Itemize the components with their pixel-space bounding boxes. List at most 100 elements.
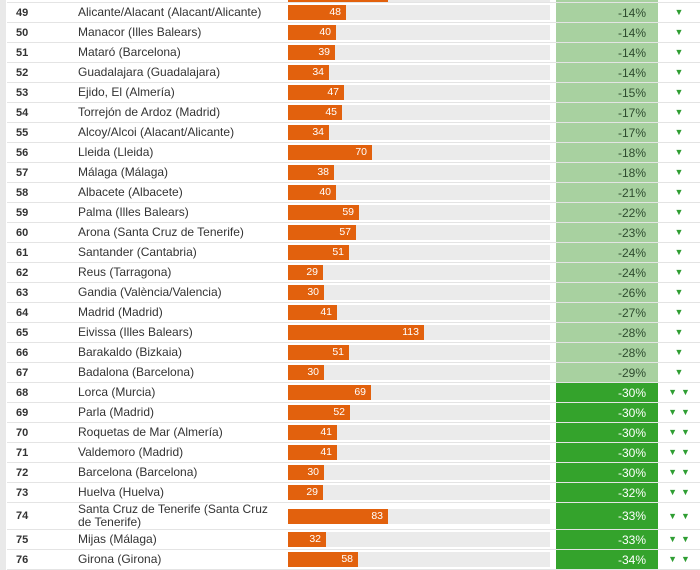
bar-track: 32 bbox=[288, 532, 550, 547]
bar-track: 34 bbox=[288, 65, 550, 80]
value-bar: 47 bbox=[288, 85, 344, 100]
rank-label: 64 bbox=[16, 306, 29, 319]
down-arrow-icon: ▼ bbox=[681, 427, 690, 437]
table-row: 72 Barcelona (Barcelona) 30 -30% ▼ ▼ bbox=[7, 463, 700, 483]
bar-track: 113 bbox=[288, 325, 550, 340]
bar-value-label: 41 bbox=[320, 426, 332, 438]
table-row: 74 Santa Cruz de Tenerife (Santa Cruz de… bbox=[7, 503, 700, 530]
value-bar: 30 bbox=[288, 365, 324, 380]
bar-track: 45 bbox=[288, 105, 550, 120]
trend-arrows: ▼ bbox=[658, 363, 700, 382]
pct-change-cell: -26% bbox=[556, 283, 658, 302]
down-arrow-icon: ▼ bbox=[674, 127, 684, 137]
bar-value-label: 34 bbox=[312, 126, 324, 138]
city-name: Eivissa (Illes Balears) bbox=[78, 325, 193, 339]
trend-arrows: ▼ bbox=[658, 103, 700, 122]
city-name: Barakaldo (Bizkaia) bbox=[78, 345, 183, 359]
bar-track: 40 bbox=[288, 25, 550, 40]
table-row: 60 Arona (Santa Cruz de Tenerife) 57 -23… bbox=[7, 223, 700, 243]
trend-arrows: ▼ ▼ bbox=[658, 530, 700, 549]
table-row: 69 Parla (Madrid) 52 -30% ▼ ▼ bbox=[7, 403, 700, 423]
bar-value-label: 29 bbox=[306, 486, 318, 498]
bar-track: 29 bbox=[288, 485, 550, 500]
value-bar: 57 bbox=[288, 225, 356, 240]
bar-track: 40 bbox=[288, 185, 550, 200]
pct-change-cell: -17% bbox=[556, 123, 658, 142]
rank-label: 55 bbox=[16, 126, 29, 139]
table-row: 71 Valdemoro (Madrid) 41 -30% ▼ ▼ bbox=[7, 443, 700, 463]
city-ranking-table: 49 Alicante/Alacant (Alacant/Alicante) 4… bbox=[7, 0, 700, 570]
table-rows-container: 49 Alicante/Alacant (Alacant/Alicante) 4… bbox=[7, 3, 700, 570]
bar-value-label: 57 bbox=[339, 226, 351, 238]
bar-track: 30 bbox=[288, 365, 550, 380]
bar-track: 57 bbox=[288, 225, 550, 240]
value-bar: 70 bbox=[288, 145, 372, 160]
pct-change-cell: -23% bbox=[556, 223, 658, 242]
pct-change-cell: -32% bbox=[556, 483, 658, 502]
bar-track: 58 bbox=[288, 552, 550, 567]
pct-change-cell: -14% bbox=[556, 3, 658, 22]
city-name: Santander (Cantabria) bbox=[78, 245, 197, 259]
table-row: 64 Madrid (Madrid) 41 -27% ▼ bbox=[7, 303, 700, 323]
bar-track: 52 bbox=[288, 405, 550, 420]
bar-track: 38 bbox=[288, 165, 550, 180]
rank-label: 59 bbox=[16, 206, 29, 219]
value-bar: 59 bbox=[288, 205, 359, 220]
trend-arrows: ▼ bbox=[658, 63, 700, 82]
rank-label: 52 bbox=[16, 66, 29, 79]
table-row: 63 Gandia (València/Valencia) 30 -26% ▼ bbox=[7, 283, 700, 303]
rank-label: 70 bbox=[16, 426, 29, 439]
bar-value-label: 38 bbox=[317, 166, 329, 178]
table-row: 54 Torrejón de Ardoz (Madrid) 45 -17% ▼ bbox=[7, 103, 700, 123]
city-name: Parla (Madrid) bbox=[78, 405, 155, 419]
value-bar: 30 bbox=[288, 285, 324, 300]
value-bar: 51 bbox=[288, 245, 349, 260]
bar-track: 30 bbox=[288, 285, 550, 300]
down-arrow-icon: ▼ bbox=[681, 407, 690, 417]
bar-value-label: 40 bbox=[319, 186, 331, 198]
trend-arrows: ▼ bbox=[658, 263, 700, 282]
trend-arrows: ▼ bbox=[658, 303, 700, 322]
pct-change-cell: -24% bbox=[556, 263, 658, 282]
city-name: Torrejón de Ardoz (Madrid) bbox=[78, 105, 221, 119]
pct-change-cell: -30% bbox=[556, 423, 658, 442]
pct-change-cell: -18% bbox=[556, 143, 658, 162]
trend-arrows: ▼ ▼ bbox=[658, 383, 700, 402]
rank-label: 73 bbox=[16, 486, 29, 499]
bar-value-label: 83 bbox=[371, 509, 383, 522]
pct-change-cell bbox=[556, 0, 658, 2]
pct-change-cell: -15% bbox=[556, 83, 658, 102]
rank-label: 62 bbox=[16, 266, 29, 279]
pct-change-cell: -14% bbox=[556, 63, 658, 82]
table-row: 59 Palma (Illes Balears) 59 -22% ▼ bbox=[7, 203, 700, 223]
table-row: 70 Roquetas de Mar (Almería) 41 -30% ▼ ▼ bbox=[7, 423, 700, 443]
bar-value-label: 29 bbox=[306, 266, 318, 278]
trend-arrows: ▼ bbox=[658, 183, 700, 202]
city-name: Palma (Illes Balears) bbox=[78, 205, 189, 219]
down-arrow-icon: ▼ bbox=[674, 347, 684, 357]
bar-track: 51 bbox=[288, 345, 550, 360]
pct-change-cell: -30% bbox=[556, 443, 658, 462]
rank-label: 58 bbox=[16, 186, 29, 199]
bar-value-label: 70 bbox=[355, 146, 367, 158]
down-arrow-icon: ▼ bbox=[668, 554, 677, 564]
bar-value-label: 113 bbox=[402, 326, 419, 338]
rank-label: 60 bbox=[16, 226, 29, 239]
down-arrow-icon: ▼ bbox=[674, 267, 684, 277]
table-row: 56 Lleida (Lleida) 70 -18% ▼ bbox=[7, 143, 700, 163]
rank-label: 74 bbox=[16, 510, 29, 522]
value-bar: 29 bbox=[288, 265, 323, 280]
city-name: Mataró (Barcelona) bbox=[78, 45, 181, 59]
rank-label: 49 bbox=[16, 6, 29, 19]
rank-label: 63 bbox=[16, 286, 29, 299]
trend-arrows: ▼ ▼ bbox=[658, 403, 700, 422]
down-arrow-icon: ▼ bbox=[674, 227, 684, 237]
down-arrow-icon: ▼ bbox=[674, 247, 684, 257]
bar-value-label: 30 bbox=[307, 466, 319, 478]
trend-arrows: ▼ bbox=[658, 203, 700, 222]
value-bar: 52 bbox=[288, 405, 350, 420]
pct-change-cell: -28% bbox=[556, 343, 658, 362]
city-name: Santa Cruz de Tenerife (Santa Cruz de Te… bbox=[78, 502, 268, 529]
value-bar: 34 bbox=[288, 65, 329, 80]
bar-track: 69 bbox=[288, 385, 550, 400]
